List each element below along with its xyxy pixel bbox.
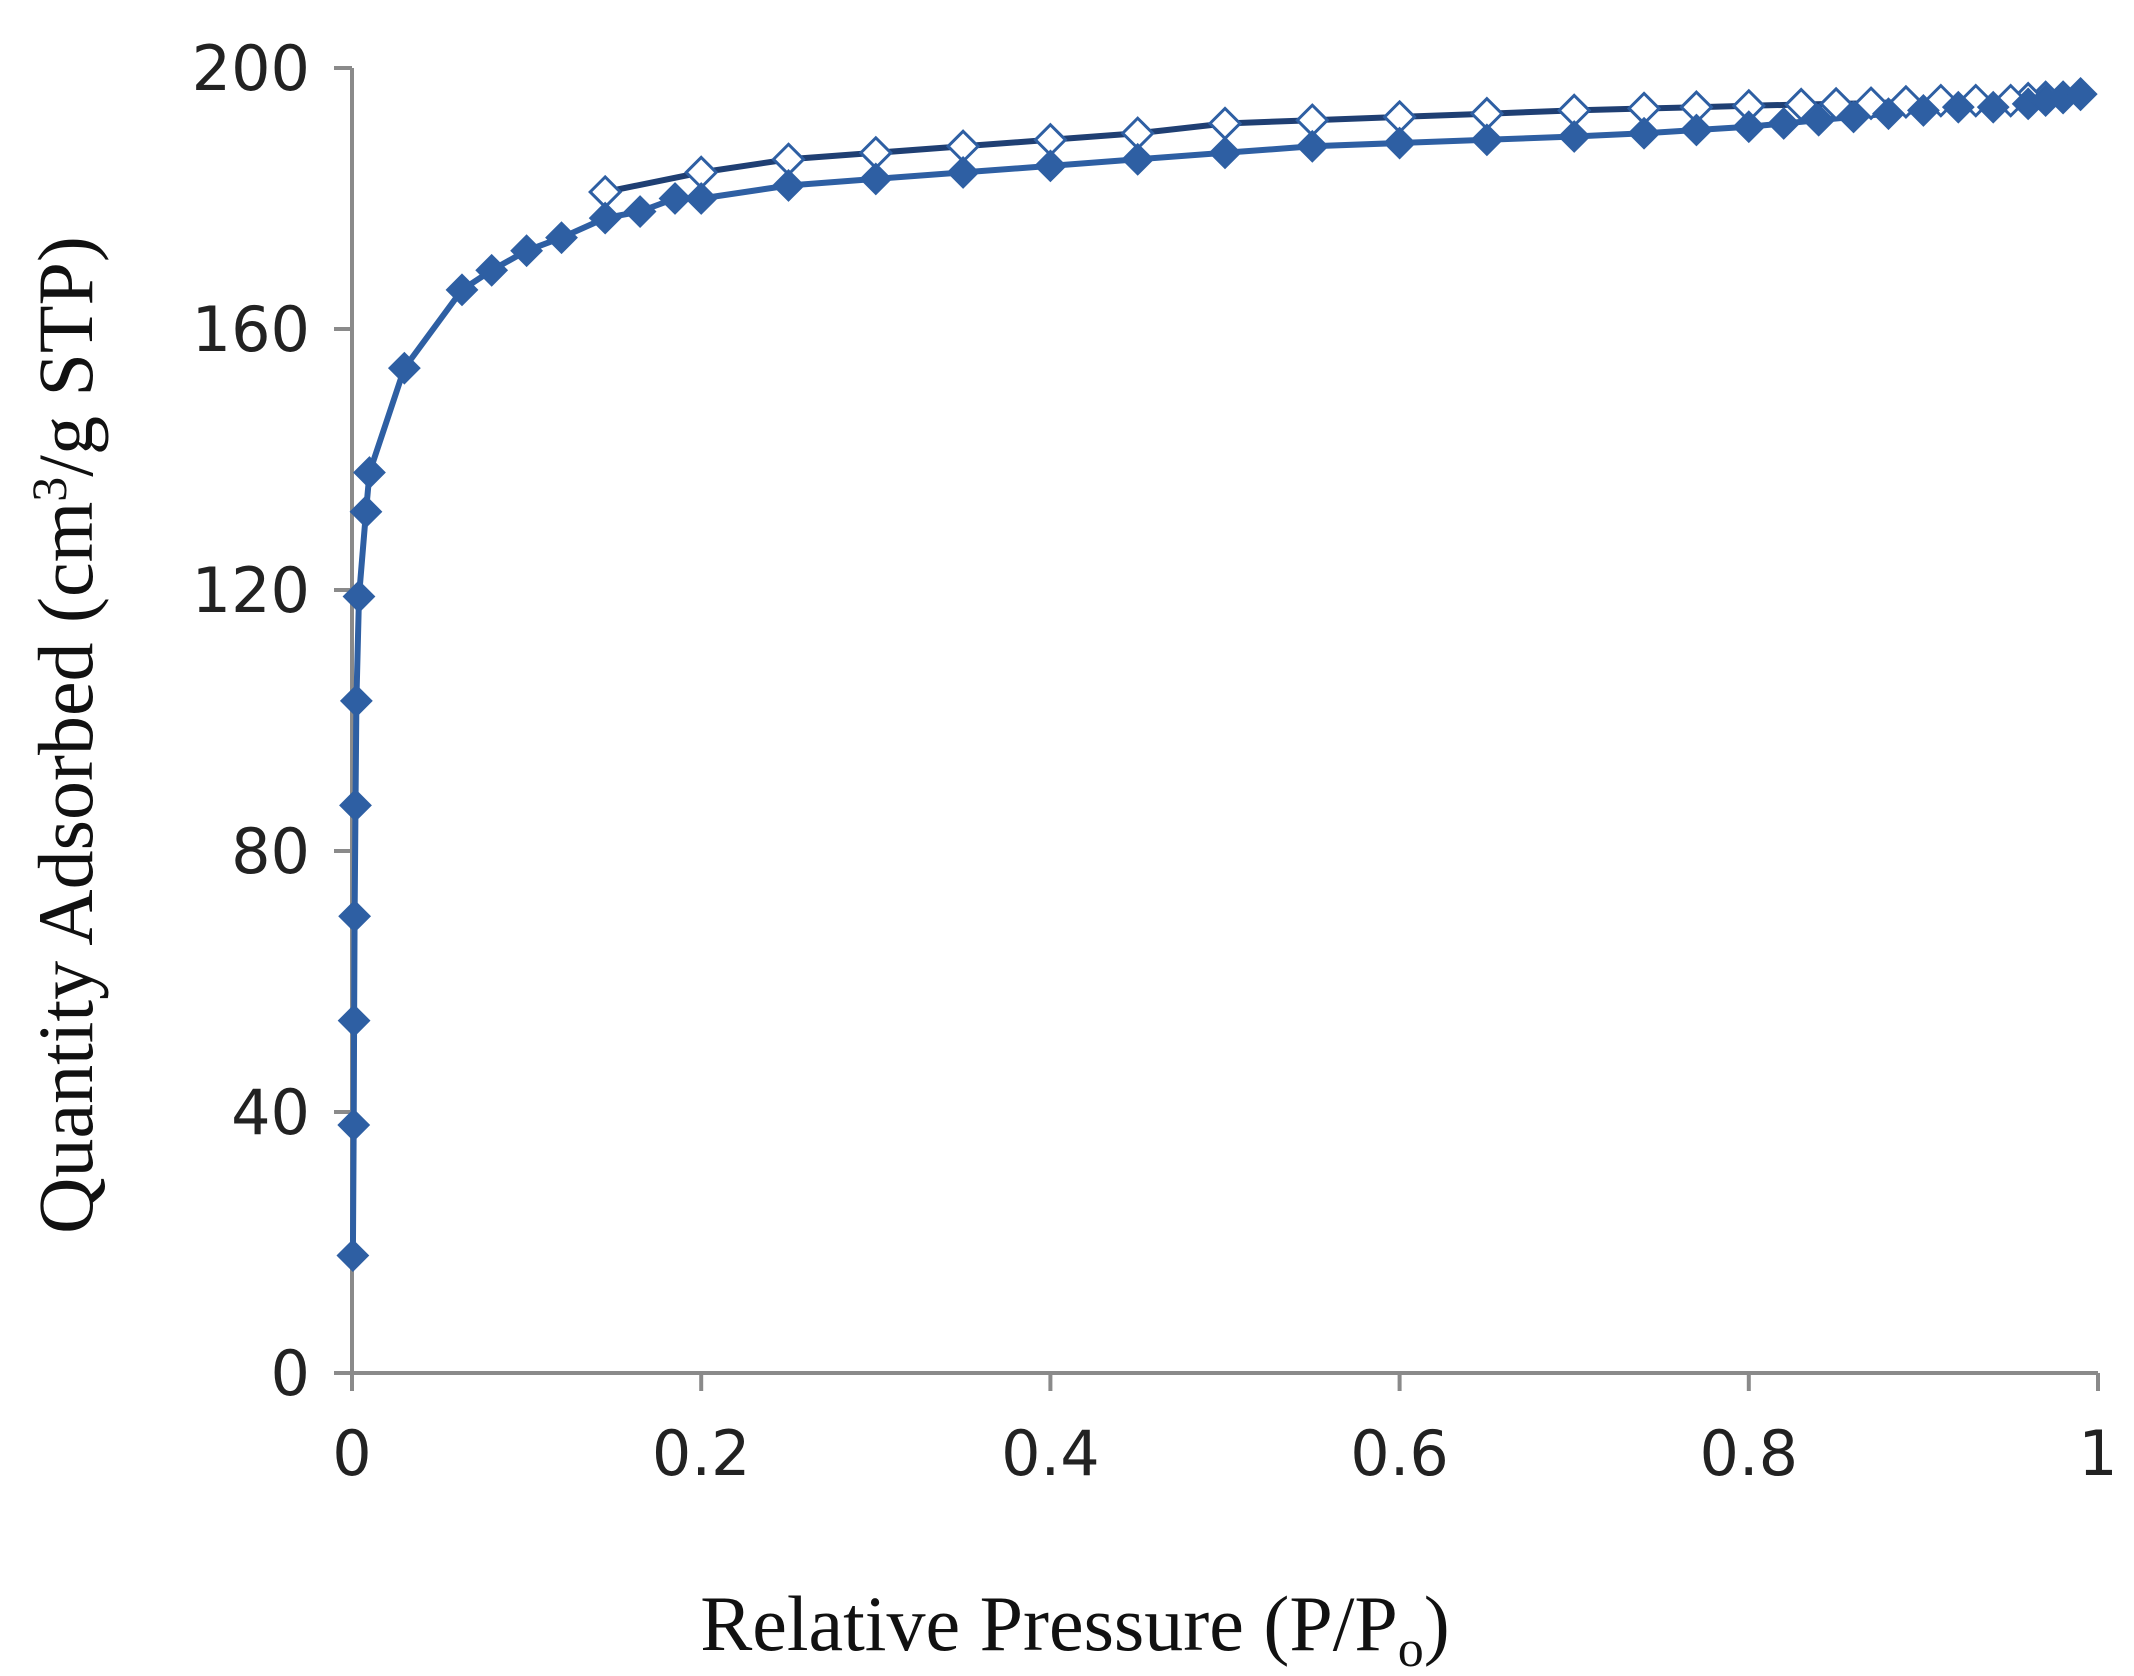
desorption-point bbox=[1207, 106, 1243, 141]
x-tick-label: 0.6 bbox=[1350, 1417, 1449, 1490]
adsorption-point bbox=[684, 182, 718, 215]
adsorption-point bbox=[623, 195, 657, 228]
x-axis-title-main: Relative Pressure (P/P bbox=[700, 1580, 1398, 1667]
adsorption-point bbox=[2064, 77, 2097, 111]
adsorption-point bbox=[1470, 123, 1504, 157]
x-axis-title-close: ) bbox=[1424, 1580, 1450, 1667]
y-tick-label: 40 bbox=[231, 1076, 310, 1149]
x-axis-title-sub: o bbox=[1398, 1621, 1424, 1676]
tick-labels: 0 40 80 120 160 200 0 0.2 0.4 0.6 0.8 1 bbox=[192, 32, 2118, 1490]
adsorption-point bbox=[342, 580, 376, 613]
adsorption-point bbox=[1906, 93, 1940, 127]
x-tick-label: 0.2 bbox=[652, 1417, 751, 1490]
series-line-adsorption bbox=[349, 91, 2082, 1256]
y-axis-title: Quantity Adsorbed (cm3/g STP) bbox=[21, 236, 109, 1234]
y-axis-title-rest: /g STP) bbox=[22, 236, 109, 477]
adsorption-point bbox=[1033, 149, 1067, 183]
y-tick-label: 80 bbox=[231, 815, 310, 888]
x-tick-label: 0 bbox=[332, 1417, 371, 1490]
adsorption-point bbox=[510, 234, 544, 268]
adsorption-point bbox=[445, 273, 479, 307]
adsorption-point bbox=[772, 169, 805, 202]
x-tick-label: 0.4 bbox=[1001, 1417, 1100, 1490]
series-markers bbox=[336, 76, 2098, 1272]
adsorption-point bbox=[339, 788, 372, 822]
adsorption-point bbox=[338, 899, 372, 933]
adsorption-point bbox=[1872, 97, 1905, 131]
adsorption-point bbox=[545, 221, 578, 255]
adsorption-point bbox=[1295, 129, 1329, 163]
adsorption-point bbox=[1383, 126, 1417, 160]
y-tick-label: 160 bbox=[192, 293, 310, 366]
ticks bbox=[334, 66, 2100, 1391]
y-axis-title-sup: 3 bbox=[21, 477, 77, 502]
axes bbox=[350, 68, 2098, 1375]
adsorption-point bbox=[349, 495, 383, 529]
adsorption-point bbox=[1976, 90, 2010, 124]
adsorption-point bbox=[1627, 116, 1661, 150]
adsorption-point bbox=[1121, 142, 1155, 176]
y-tick-label: 120 bbox=[192, 554, 310, 627]
x-tick-label: 0.8 bbox=[1699, 1417, 1798, 1490]
adsorption-point bbox=[339, 684, 373, 718]
adsorption-point bbox=[1802, 103, 1836, 137]
y-tick-label: 0 bbox=[271, 1337, 310, 1410]
adsorption-point bbox=[1208, 136, 1242, 170]
adsorption-point bbox=[946, 155, 980, 189]
adsorption-point bbox=[1557, 120, 1591, 153]
adsorption-point bbox=[1767, 107, 1801, 140]
adsorption-point bbox=[353, 456, 386, 489]
desorption-point bbox=[1784, 87, 1819, 122]
adsorption-point bbox=[387, 351, 421, 385]
adsorption-point bbox=[1837, 100, 1870, 134]
adsorption-point bbox=[1680, 113, 1713, 147]
adsorption-point bbox=[658, 182, 692, 215]
series-lines bbox=[349, 91, 2082, 1256]
y-axis-title-main: Quantity Adsorbed (cm bbox=[22, 502, 109, 1234]
adsorption-point bbox=[1732, 110, 1766, 144]
y-tick-label: 200 bbox=[192, 32, 310, 105]
adsorption-point bbox=[1941, 90, 1975, 124]
adsorption-point bbox=[337, 1108, 371, 1142]
adsorption-point bbox=[475, 253, 509, 287]
x-tick-label: 1 bbox=[2078, 1417, 2117, 1490]
adsorption-point bbox=[588, 201, 622, 235]
adsorption-point bbox=[337, 1004, 371, 1038]
x-axis-title: Relative Pressure (P/Po) bbox=[700, 1580, 1450, 1676]
adsorption-point bbox=[859, 162, 893, 196]
adsorption-point bbox=[336, 1239, 370, 1272]
